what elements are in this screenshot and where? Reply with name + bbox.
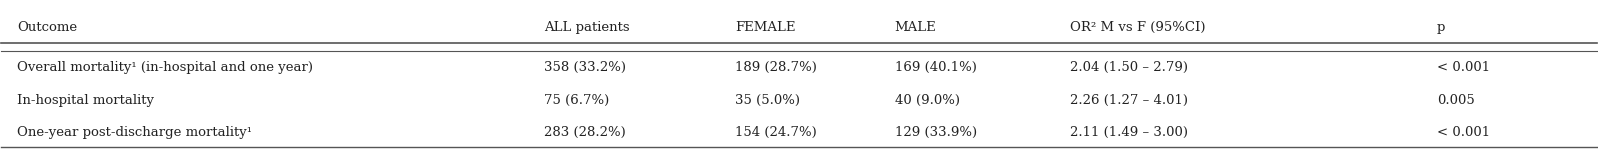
Text: OR² M vs F (95%CI): OR² M vs F (95%CI)	[1071, 21, 1205, 34]
Text: 2.11 (1.49 – 3.00): 2.11 (1.49 – 3.00)	[1071, 126, 1189, 139]
Text: < 0.001: < 0.001	[1437, 61, 1491, 74]
Text: 75 (6.7%): 75 (6.7%)	[543, 94, 609, 106]
Text: 40 (9.0%): 40 (9.0%)	[895, 94, 960, 106]
Text: 189 (28.7%): 189 (28.7%)	[735, 61, 817, 74]
Text: FEMALE: FEMALE	[735, 21, 796, 34]
Text: Overall mortality¹ (in-hospital and one year): Overall mortality¹ (in-hospital and one …	[18, 61, 313, 74]
Text: p: p	[1437, 21, 1446, 34]
Text: 2.04 (1.50 – 2.79): 2.04 (1.50 – 2.79)	[1071, 61, 1189, 74]
Text: 154 (24.7%): 154 (24.7%)	[735, 126, 817, 139]
Text: One-year post-discharge mortality¹: One-year post-discharge mortality¹	[18, 126, 252, 139]
Text: 358 (33.2%): 358 (33.2%)	[543, 61, 626, 74]
Text: 129 (33.9%): 129 (33.9%)	[895, 126, 976, 139]
Text: 283 (28.2%): 283 (28.2%)	[543, 126, 625, 139]
Text: ALL patients: ALL patients	[543, 21, 630, 34]
Text: 35 (5.0%): 35 (5.0%)	[735, 94, 801, 106]
Text: 0.005: 0.005	[1437, 94, 1475, 106]
Text: 169 (40.1%): 169 (40.1%)	[895, 61, 976, 74]
Text: < 0.001: < 0.001	[1437, 126, 1491, 139]
Text: Outcome: Outcome	[18, 21, 77, 34]
Text: In-hospital mortality: In-hospital mortality	[18, 94, 155, 106]
Text: MALE: MALE	[895, 21, 936, 34]
Text: 2.26 (1.27 – 4.01): 2.26 (1.27 – 4.01)	[1071, 94, 1189, 106]
